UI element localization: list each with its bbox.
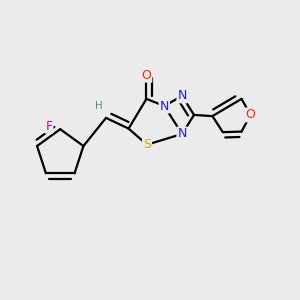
Text: N: N bbox=[177, 89, 187, 102]
Text: F: F bbox=[45, 120, 52, 133]
Text: O: O bbox=[245, 108, 255, 122]
Text: S: S bbox=[143, 138, 151, 151]
Text: N: N bbox=[177, 128, 187, 140]
Text: O: O bbox=[142, 69, 152, 82]
Text: N: N bbox=[160, 100, 169, 112]
Text: H: H bbox=[95, 101, 103, 111]
